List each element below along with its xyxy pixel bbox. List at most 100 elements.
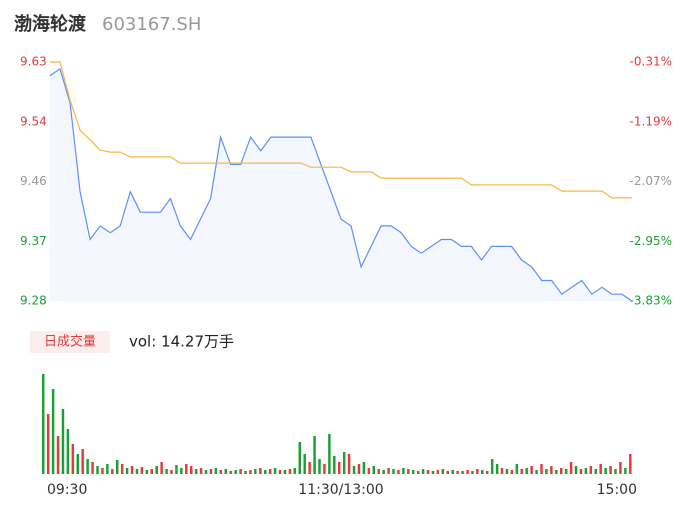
volume-bar <box>51 389 55 474</box>
volume-bar <box>303 454 306 474</box>
volume-bar <box>96 466 99 474</box>
price-line <box>49 67 633 302</box>
volume-bar <box>91 462 94 474</box>
volume-bar <box>150 469 153 474</box>
volume-bar <box>180 468 183 474</box>
volume-bar <box>259 468 262 474</box>
volume-bar <box>190 466 193 474</box>
volume-bar <box>599 464 602 474</box>
volume-bar <box>56 436 60 474</box>
volume-bar <box>111 469 114 474</box>
volume-bar <box>125 468 129 474</box>
volume-bar <box>194 469 198 474</box>
volume-bar <box>116 460 119 474</box>
volume-bar <box>175 465 178 474</box>
volume-bar <box>185 464 188 474</box>
volume-bar <box>535 470 538 474</box>
x-tick-label: 15:00 <box>597 482 637 498</box>
volume-bar <box>323 464 326 474</box>
volume-bar <box>510 470 514 474</box>
volume-bar <box>466 470 469 474</box>
volume-bar <box>140 467 144 474</box>
volume-bar <box>416 471 420 474</box>
volume-bar <box>412 470 415 474</box>
volume-bar <box>214 468 218 474</box>
volume-bar <box>318 459 321 474</box>
volume-bar <box>505 469 509 474</box>
volume-bar <box>525 468 528 474</box>
volume-bar <box>145 470 149 474</box>
volume-bar <box>520 469 523 474</box>
volume-bar <box>564 469 568 474</box>
y-tick-label: 9.63 <box>20 55 47 69</box>
volume-bar <box>165 469 168 474</box>
volume-bar <box>362 462 366 474</box>
volume-bar <box>431 471 435 474</box>
volume-bar <box>579 469 583 474</box>
volume-bar <box>421 469 425 474</box>
volume-bar <box>426 470 430 474</box>
volume-bar <box>486 471 489 474</box>
volume-bar <box>273 468 277 474</box>
volume-bar <box>441 469 445 474</box>
volume-bar <box>106 464 109 474</box>
x-tick-label: 09:30 <box>47 482 87 498</box>
volume-bar <box>120 464 124 474</box>
volume-bar <box>333 456 336 474</box>
volume-bar <box>264 470 267 474</box>
volume-bar <box>451 470 454 474</box>
volume-bar <box>244 471 247 474</box>
y2-tick-label: -1.19% <box>630 114 672 128</box>
volume-bar <box>387 468 390 474</box>
volume-bar <box>204 470 208 474</box>
volume-bar <box>594 469 597 474</box>
volume-bar <box>377 469 380 474</box>
volume-bar <box>515 464 519 474</box>
volume-bar <box>46 414 50 474</box>
volume-bar <box>357 464 361 474</box>
y2-tick-label: -2.95% <box>630 234 672 248</box>
stock-name: 渤海轮渡 <box>14 13 87 35</box>
volume-bar <box>209 469 213 474</box>
volume-bar <box>402 468 405 474</box>
volume-bar <box>540 464 543 474</box>
y-tick-label: 9.37 <box>20 234 47 248</box>
volume-badge <box>30 331 110 353</box>
volume-bar <box>555 470 558 474</box>
volume-bar <box>589 466 593 474</box>
volume-bar <box>338 462 341 474</box>
volume-bar <box>560 468 563 474</box>
volume-bar <box>584 468 588 474</box>
volume-bar <box>500 468 504 474</box>
volume-bar <box>619 462 622 474</box>
volume-bar <box>199 468 203 474</box>
volume-bar <box>490 459 494 474</box>
volume-bar <box>313 436 316 474</box>
volume-bar <box>545 469 548 474</box>
volume-bar <box>609 466 612 474</box>
volume-bar <box>342 452 346 474</box>
volume-bar <box>624 468 627 474</box>
volume-bar <box>160 462 163 474</box>
volume-bar <box>229 471 232 474</box>
volume-bar <box>288 469 292 474</box>
volume-bar <box>293 468 297 474</box>
volume-bar <box>495 464 499 474</box>
volume-bar <box>308 462 311 474</box>
volume-bar <box>86 459 89 474</box>
volume-bar <box>476 469 479 474</box>
volume-bar <box>224 469 227 474</box>
volume-bar <box>347 454 351 474</box>
volume-bar <box>170 470 173 474</box>
y-tick-label: 9.54 <box>20 114 47 128</box>
volume-bar <box>76 454 79 474</box>
volume-bar <box>42 374 45 474</box>
y2-tick-label: -3.83% <box>630 294 672 308</box>
y2-tick-label: -2.07% <box>630 174 672 188</box>
volume-bar <box>81 449 84 474</box>
volume-bar <box>436 470 440 474</box>
volume-bar <box>446 471 449 474</box>
stock-code: 603167.SH <box>102 14 201 35</box>
volume-bar <box>219 470 223 474</box>
average-line <box>50 61 632 199</box>
